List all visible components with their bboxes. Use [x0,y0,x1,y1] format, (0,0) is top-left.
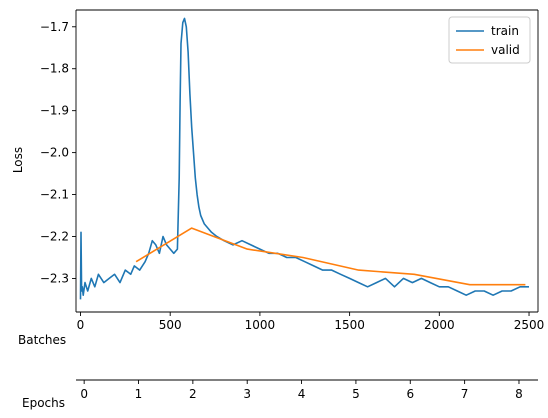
y-tick-label: −2.1 [40,188,69,202]
x-tick-label: 1000 [245,318,276,332]
epoch-tick-label: 4 [298,387,306,401]
legend: train valid [448,16,531,64]
epoch-tick-label: 8 [515,387,523,401]
series-line-train [79,17,529,300]
secondary-axis-label: Epochs [22,396,65,410]
ticks: 0 500 1000 1500 2000 2500 −2.3 −2.2 −2.1 −2.0 −1.9… [40,20,544,401]
y-tick-label: −1.9 [40,104,69,118]
epoch-tick-label: 6 [406,387,414,401]
x-tick-label: 2000 [424,318,455,332]
y-tick-label: −2.0 [40,146,69,160]
legend-label-valid: valid [491,43,520,57]
axes [75,9,539,381]
epoch-tick-label: 2 [189,387,197,401]
epoch-tick-label: 7 [461,387,469,401]
x-axis-label: Batches [18,333,66,347]
plot-lines [79,17,529,300]
epoch-tick-label: 3 [243,387,251,401]
epoch-tick-label: 5 [352,387,360,401]
epoch-tick-label: 1 [135,387,143,401]
x-tick-label: 2500 [514,318,545,332]
series-line-valid [135,227,526,286]
y-tick-label: −2.2 [40,230,69,244]
y-tick-label: −1.8 [40,62,69,76]
legend-box [448,16,531,64]
y-tick-label: −1.7 [40,20,69,34]
y-axis-label: Loss [11,147,25,173]
x-tick-label: 0 [77,318,85,332]
x-tick-label: 1500 [334,318,365,332]
y-tick-label: −2.3 [40,271,69,285]
x-tick-label: 500 [159,318,182,332]
epoch-tick-label: 0 [80,387,88,401]
legend-label-train: train [491,24,519,38]
